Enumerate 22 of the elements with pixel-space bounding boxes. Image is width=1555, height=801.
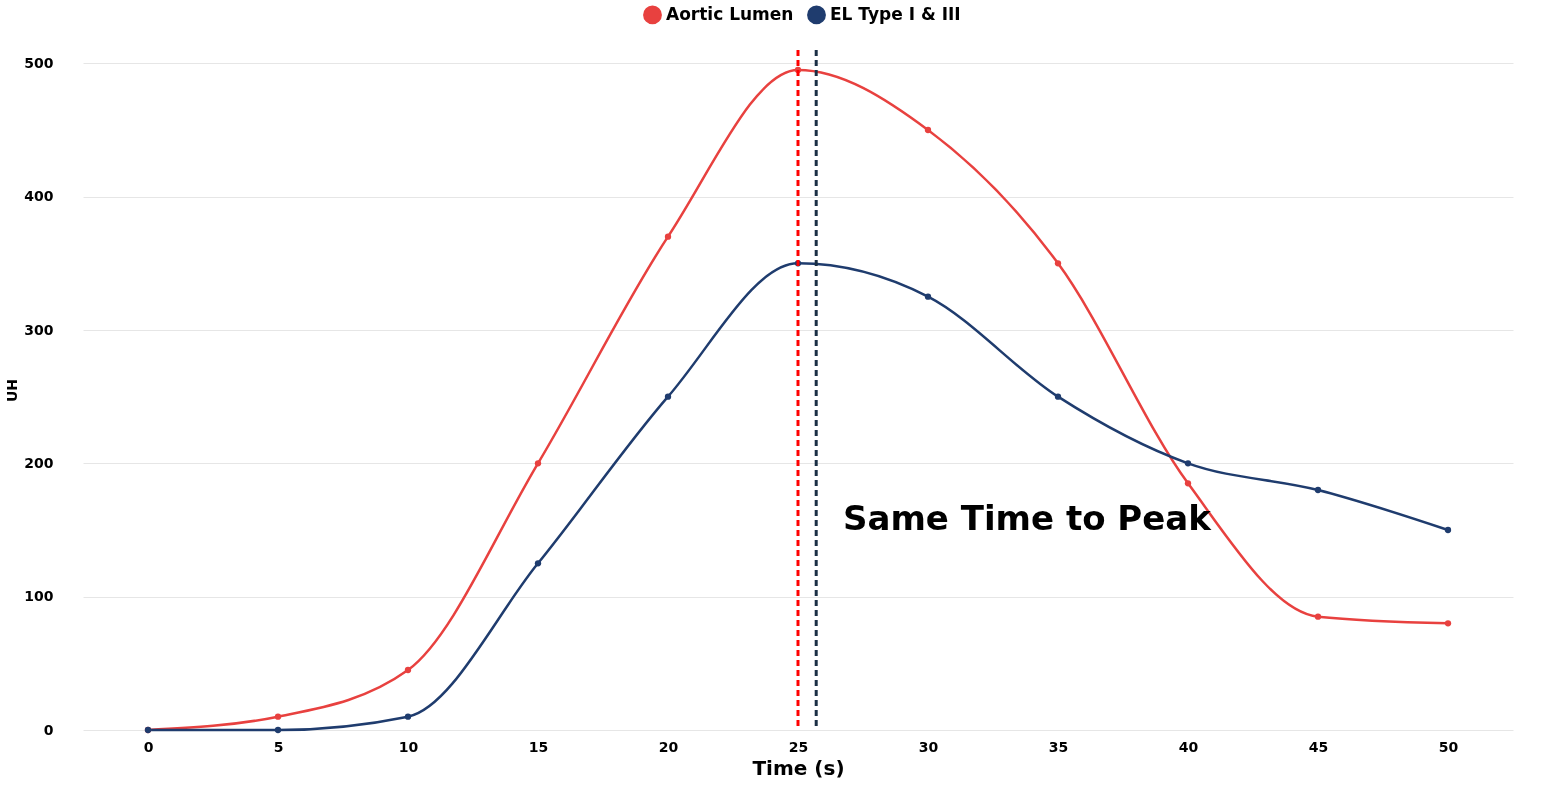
y-tick-label: 500 bbox=[24, 54, 54, 71]
x-tick-label: 35 bbox=[1048, 738, 1069, 755]
x-tick-label: 40 bbox=[1178, 738, 1199, 755]
y-tick-label: 0 bbox=[43, 721, 54, 738]
y-tick-label: 200 bbox=[24, 454, 54, 471]
x-tick-label: 15 bbox=[528, 738, 549, 755]
x-tick-label: 30 bbox=[918, 738, 939, 755]
x-axis-title: Time (s) bbox=[752, 755, 845, 780]
x-tick-label: 25 bbox=[788, 738, 809, 755]
y-tick-label: 400 bbox=[24, 188, 54, 205]
y-axis-title: UH bbox=[4, 378, 21, 403]
legend-label: Aortic Lumen bbox=[666, 3, 794, 24]
annotation: Same Time to Peak bbox=[843, 498, 1213, 538]
x-tick-label: 5 bbox=[273, 738, 284, 755]
y-tick-label: 300 bbox=[24, 321, 54, 338]
x-tick-label: 20 bbox=[658, 738, 679, 755]
x-tick-label: 10 bbox=[398, 738, 419, 755]
legend-label: EL Type I & III bbox=[830, 3, 961, 24]
x-tick-label: 45 bbox=[1308, 738, 1329, 755]
y-tick-label: 100 bbox=[24, 588, 54, 605]
x-tick-label: 50 bbox=[1438, 738, 1459, 755]
x-tick-label: 0 bbox=[143, 738, 154, 755]
